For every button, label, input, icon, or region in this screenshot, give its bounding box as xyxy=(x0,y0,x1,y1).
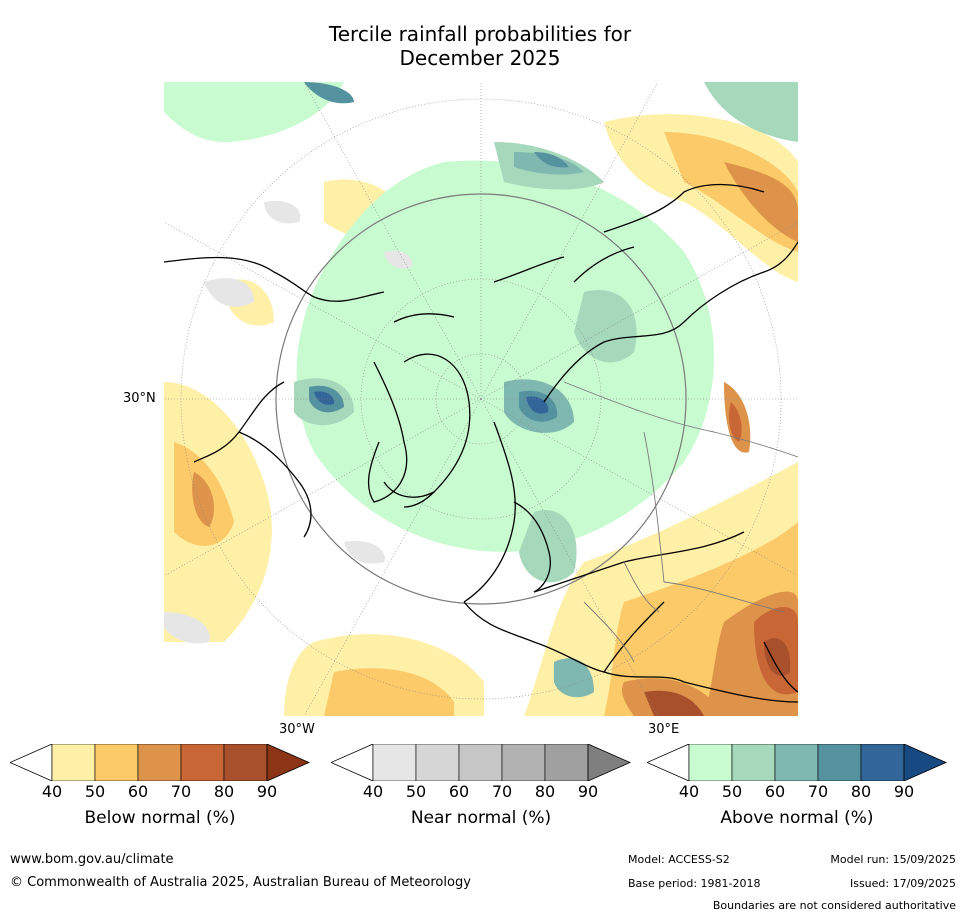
colorbar-tick-label: 60 xyxy=(127,782,149,801)
colorbar-tick-label: 50 xyxy=(721,782,743,801)
colorbar-segment xyxy=(501,744,546,781)
map-title-line2: December 2025 xyxy=(399,46,561,70)
political-boundaries xyxy=(563,381,799,663)
colorbar-tick-label: 40 xyxy=(41,782,63,801)
colorbar-tick-label: 40 xyxy=(678,782,700,801)
colorbar-tick-label: 60 xyxy=(764,782,786,801)
colorbar-segment xyxy=(817,744,862,781)
colorbar-tick-label: 60 xyxy=(448,782,470,801)
footer-model-run: Model run: 15/09/2025 xyxy=(830,853,956,866)
colorbar-tick-label: 50 xyxy=(405,782,427,801)
colorbar-segment xyxy=(223,744,268,781)
colorbar-title-near-normal: Near normal (%) xyxy=(410,808,552,828)
longitude-label-30e: 30°E xyxy=(648,722,680,737)
colorbar-segment xyxy=(544,744,589,781)
colorbar-segment xyxy=(774,744,819,781)
colorbar-above-normal xyxy=(647,744,947,781)
polar-stereographic-map xyxy=(163,81,799,717)
colorbar-tick-label: 70 xyxy=(807,782,829,801)
footer-issued: Issued: 17/09/2025 xyxy=(849,877,956,890)
colorbar-tick-label: 80 xyxy=(850,782,872,801)
below-normal-patches xyxy=(164,114,798,716)
colorbar-tick-label: 90 xyxy=(577,782,599,801)
map-title-line1: Tercile rainfall probabilities for xyxy=(328,22,632,46)
colorbar-segment xyxy=(94,744,139,781)
colorbar-segment xyxy=(860,744,905,781)
longitude-label-30w: 30°W xyxy=(279,722,315,737)
colorbar-segment xyxy=(51,744,96,781)
colorbar-tick-label: 90 xyxy=(256,782,278,801)
footer-model: Model: ACCESS-S2 xyxy=(628,853,730,866)
colorbar-high-extension xyxy=(266,744,310,781)
footer-url: www.bom.gov.au/climate xyxy=(10,852,174,867)
footer-disclaimer: Boundaries are not considered authoritat… xyxy=(712,899,956,912)
map-canvas xyxy=(163,81,799,717)
colorbar-near-normal xyxy=(331,744,631,781)
colorbar-segment xyxy=(731,744,776,781)
latitude-circle xyxy=(275,193,687,605)
colorbar-segment xyxy=(137,744,182,781)
colorbar-low-extension xyxy=(647,744,690,781)
colorbar-title-above-normal: Above normal (%) xyxy=(720,808,874,828)
colorbar-low-extension xyxy=(10,744,53,781)
colorbar-title-below-normal: Below normal (%) xyxy=(84,808,236,828)
colorbar-tick-label: 40 xyxy=(362,782,384,801)
colorbar-tick-label: 50 xyxy=(84,782,106,801)
colorbar-segment xyxy=(458,744,503,781)
colorbar-segment xyxy=(180,744,225,781)
coastlines xyxy=(163,183,799,703)
footer-base-period: Base period: 1981-2018 xyxy=(628,877,761,890)
colorbar-tick-label: 90 xyxy=(893,782,915,801)
colorbar-low-extension xyxy=(331,744,374,781)
colorbar-tick-label: 80 xyxy=(534,782,556,801)
latitude-label-30n: 30°N xyxy=(123,391,156,406)
colorbar-tick-label: 80 xyxy=(213,782,235,801)
colorbar-high-extension xyxy=(903,744,947,781)
colorbar-tick-label: 70 xyxy=(491,782,513,801)
near-normal-patches xyxy=(164,201,413,644)
colorbar-tick-label: 70 xyxy=(170,782,192,801)
colorbar-below-normal xyxy=(10,744,310,781)
colorbar-segment xyxy=(372,744,417,781)
colorbar-segment xyxy=(415,744,460,781)
colorbar-high-extension xyxy=(587,744,631,781)
footer-copyright: © Commonwealth of Australia 2025, Austra… xyxy=(10,875,471,890)
colorbar-segment xyxy=(688,744,733,781)
